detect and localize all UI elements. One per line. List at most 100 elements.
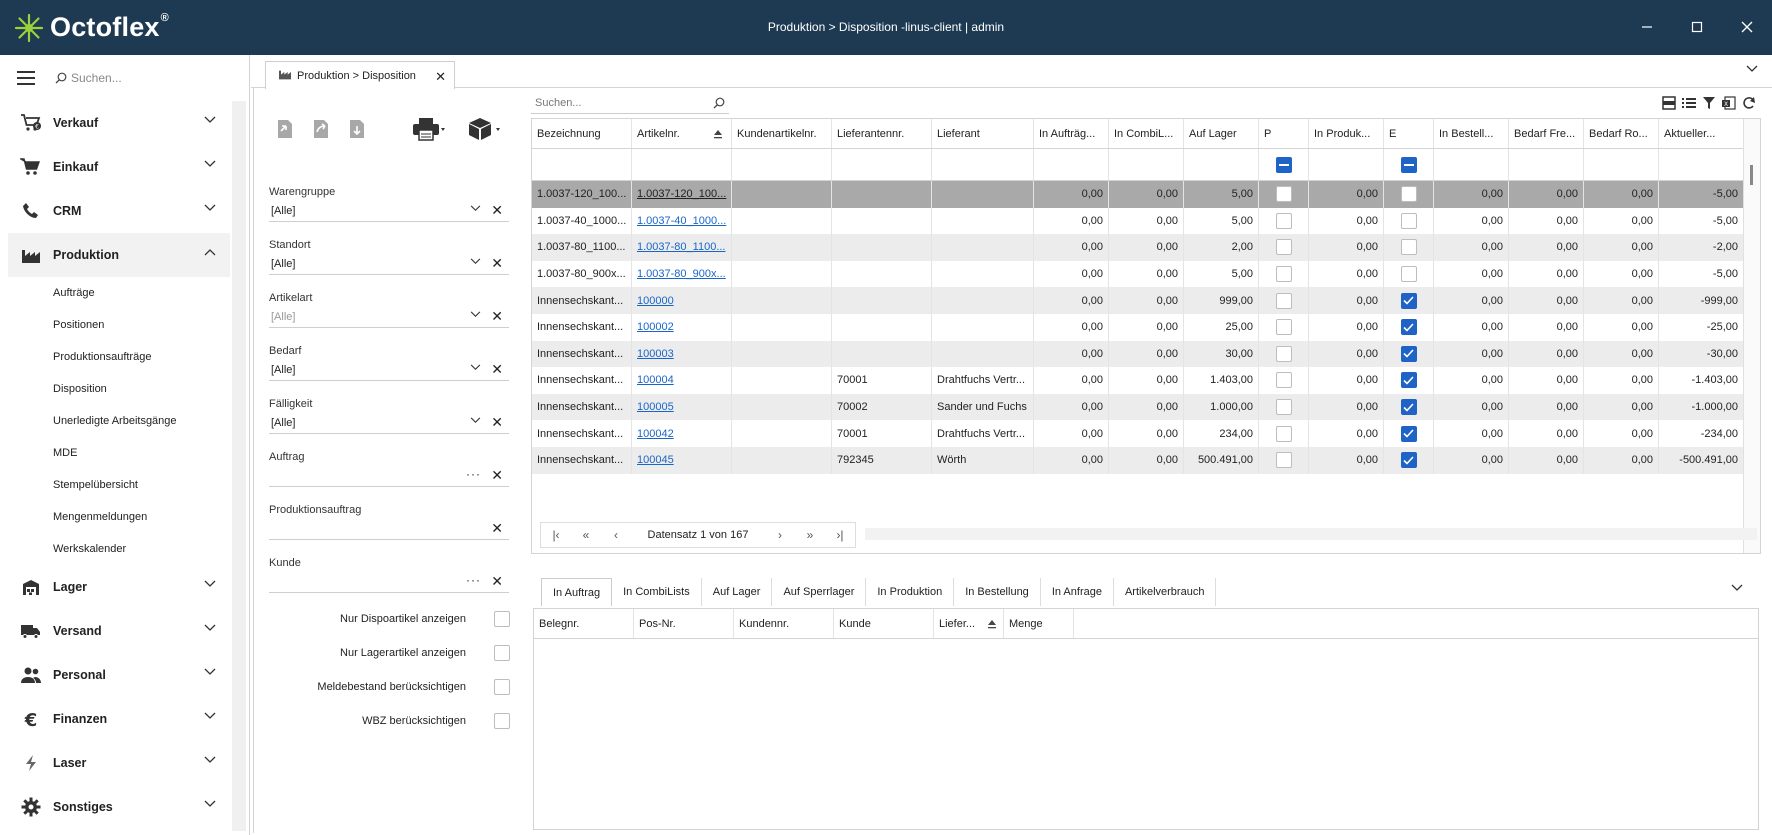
tab-in-produktion[interactable]: In Produktion	[866, 578, 955, 606]
filter-cell[interactable]	[1434, 149, 1509, 180]
table-row[interactable]: Innensechskant... 100005 70002 Sander und F…	[532, 393, 1744, 421]
filter-cell[interactable]	[532, 149, 632, 180]
sidebar-item-produktion[interactable]: Produktion	[8, 233, 230, 277]
artikel-link[interactable]: 1.0037-80_1100...	[637, 241, 726, 254]
col-header-bedarf-roh[interactable]: Bedarf Ro...	[1584, 119, 1659, 148]
col-header-kundennr[interactable]: Kundennr.	[734, 609, 834, 638]
cell-p[interactable]	[1259, 314, 1309, 341]
warengruppe-select[interactable]: [Alle] ✕	[269, 200, 509, 222]
close-window-button[interactable]	[1734, 14, 1760, 40]
col-header-in-auftraegen[interactable]: In Aufträg...	[1034, 119, 1109, 148]
maximize-button[interactable]	[1684, 14, 1710, 40]
filter-cell[interactable]	[1184, 149, 1259, 180]
wbz-checkbox[interactable]	[494, 713, 510, 729]
col-header-in-produktion[interactable]: In Produk...	[1309, 119, 1384, 148]
cell-e[interactable]	[1384, 234, 1434, 261]
sidebar-scrollbar[interactable]	[232, 101, 246, 831]
export-right-icon[interactable]	[310, 118, 332, 140]
col-header-aktueller[interactable]: Aktueller...	[1659, 119, 1744, 148]
cell-p[interactable]	[1259, 181, 1309, 208]
filter-cell[interactable]	[732, 149, 832, 180]
tab-artikelverbrauch[interactable]: Artikelverbrauch	[1114, 578, 1217, 606]
clear-icon[interactable]: ✕	[491, 414, 503, 430]
nur-dispoartikel-checkbox[interactable]	[494, 611, 510, 627]
filter-cell[interactable]	[632, 149, 732, 180]
table-row[interactable]: Innensechskant... 100042 70001 Drahtfuchs V…	[532, 420, 1744, 447]
faelligkeit-select[interactable]: [Alle] ✕	[269, 412, 509, 434]
cell-p[interactable]	[1259, 447, 1309, 474]
cell-e[interactable]	[1384, 393, 1434, 421]
cell-p[interactable]	[1259, 367, 1309, 394]
sidebar-item-versand[interactable]: Versand	[8, 609, 230, 653]
artikel-link[interactable]: 1.0037-80_900x...	[637, 268, 726, 281]
minimize-button[interactable]	[1634, 14, 1660, 40]
print-icon[interactable]	[412, 118, 446, 141]
prev-page-button[interactable]: ‹	[614, 528, 618, 542]
cell-e[interactable]	[1384, 260, 1434, 288]
clear-icon[interactable]: ✕	[491, 361, 503, 377]
tab-auf-sperrlager[interactable]: Auf Sperrlager	[772, 578, 867, 606]
col-header-pos-nr[interactable]: Pos-Nr.	[634, 609, 734, 638]
col-header-bezeichnung[interactable]: Bezeichnung	[532, 119, 632, 148]
refresh-icon[interactable]	[1739, 94, 1759, 112]
cell-e[interactable]	[1384, 447, 1434, 474]
filter-cell[interactable]	[932, 149, 1034, 180]
col-header-lieferant[interactable]: Lieferant	[932, 119, 1034, 148]
first-page-button[interactable]: |‹	[552, 528, 560, 542]
col-header-bedarf-frei[interactable]: Bedarf Fre...	[1509, 119, 1584, 148]
box-icon[interactable]	[468, 118, 502, 140]
table-row[interactable]: 1.0037-80_1100... 1.0037-80_1100... 0,00 0,…	[532, 234, 1744, 261]
sidebar-search-input[interactable]: Suchen...	[55, 71, 122, 85]
hamburger-menu-icon[interactable]	[17, 70, 35, 85]
cell-e[interactable]	[1384, 367, 1434, 394]
artikel-link[interactable]: 100042	[637, 427, 674, 440]
list-icon[interactable]	[1679, 94, 1699, 112]
filter-cell[interactable]	[1659, 149, 1744, 180]
sidebar-subitem-stempeluebersicht[interactable]: Stempelübersicht	[53, 479, 138, 491]
table-row[interactable]: Innensechskant... 100045 792345 Wörth 0,00 0,…	[532, 447, 1744, 474]
sidebar-subitem-mde[interactable]: MDE	[53, 447, 78, 459]
sidebar-item-crm[interactable]: CRM	[8, 189, 230, 233]
filter-cell[interactable]	[832, 149, 932, 180]
table-row[interactable]: 1.0037-120_100... 1.0037-120_100... 0,00 0,…	[532, 181, 1744, 208]
chevron-down-icon[interactable]	[1731, 584, 1743, 592]
tab-in-combilists[interactable]: In CombiLists	[612, 578, 702, 606]
artikelart-select[interactable]: [Alle] ✕	[269, 306, 509, 328]
tab-in-auftrag[interactable]: In Auftrag	[541, 578, 613, 606]
clear-icon[interactable]: ✕	[491, 573, 503, 589]
cell-p[interactable]	[1259, 207, 1309, 235]
col-header-artikelnr[interactable]: Artikelnr.	[632, 119, 732, 148]
e-filter-checkbox[interactable]	[1384, 149, 1434, 180]
col-header-belegnr[interactable]: Belegnr.	[534, 609, 634, 638]
col-header-liefer[interactable]: Liefer...	[934, 609, 1004, 638]
col-header-menge[interactable]: Menge	[1004, 609, 1074, 638]
cell-p[interactable]	[1259, 393, 1309, 421]
sidebar-item-einkauf[interactable]: Einkauf	[8, 145, 230, 189]
clear-icon[interactable]: ✕	[491, 520, 503, 536]
table-row[interactable]: Innensechskant... 100002 0,00 0,00 25,00 0,00…	[532, 314, 1744, 341]
sidebar-subitem-unerledigte-arbeitsgaenge[interactable]: Unerledigte Arbeitsgänge	[53, 415, 177, 427]
sidebar-subitem-positionen[interactable]: Positionen	[53, 319, 105, 331]
col-header-in-bestellung[interactable]: In Bestell...	[1434, 119, 1509, 148]
sidebar-item-personal[interactable]: Personal	[8, 653, 230, 697]
cell-e[interactable]	[1384, 287, 1434, 314]
table-row[interactable]: 1.0037-40_1000... 1.0037-40_1000... 0,00 0,…	[532, 207, 1744, 235]
cell-p[interactable]	[1259, 234, 1309, 261]
sidebar-item-laser[interactable]: Laser	[8, 741, 230, 785]
artikel-link[interactable]: 100003	[637, 347, 674, 360]
p-filter-checkbox[interactable]	[1259, 149, 1309, 180]
cell-p[interactable]	[1259, 287, 1309, 314]
tab-in-anfrage[interactable]: In Anfrage	[1041, 578, 1114, 606]
sidebar-item-finanzen[interactable]: € Finanzen	[8, 697, 230, 741]
next-page-fast-button[interactable]: »	[806, 528, 814, 542]
table-row[interactable]: 1.0037-80_900x... 1.0037-80_900x... 0,00 0,…	[532, 260, 1744, 288]
filter-cell[interactable]	[1109, 149, 1184, 180]
artikel-link[interactable]: 100000	[637, 294, 674, 307]
sidebar-item-sonstiges[interactable]: Sonstiges	[8, 785, 230, 829]
col-header-kundenartikelnr[interactable]: Kundenartikelnr.	[732, 119, 832, 148]
filter-cell[interactable]	[1034, 149, 1109, 180]
produktionsauftrag-input[interactable]: ✕	[269, 518, 509, 540]
tab-in-bestellung[interactable]: In Bestellung	[954, 578, 1041, 606]
sidebar-subitem-disposition[interactable]: Disposition	[53, 383, 107, 395]
col-header-in-combilists[interactable]: In CombiL...	[1109, 119, 1184, 148]
